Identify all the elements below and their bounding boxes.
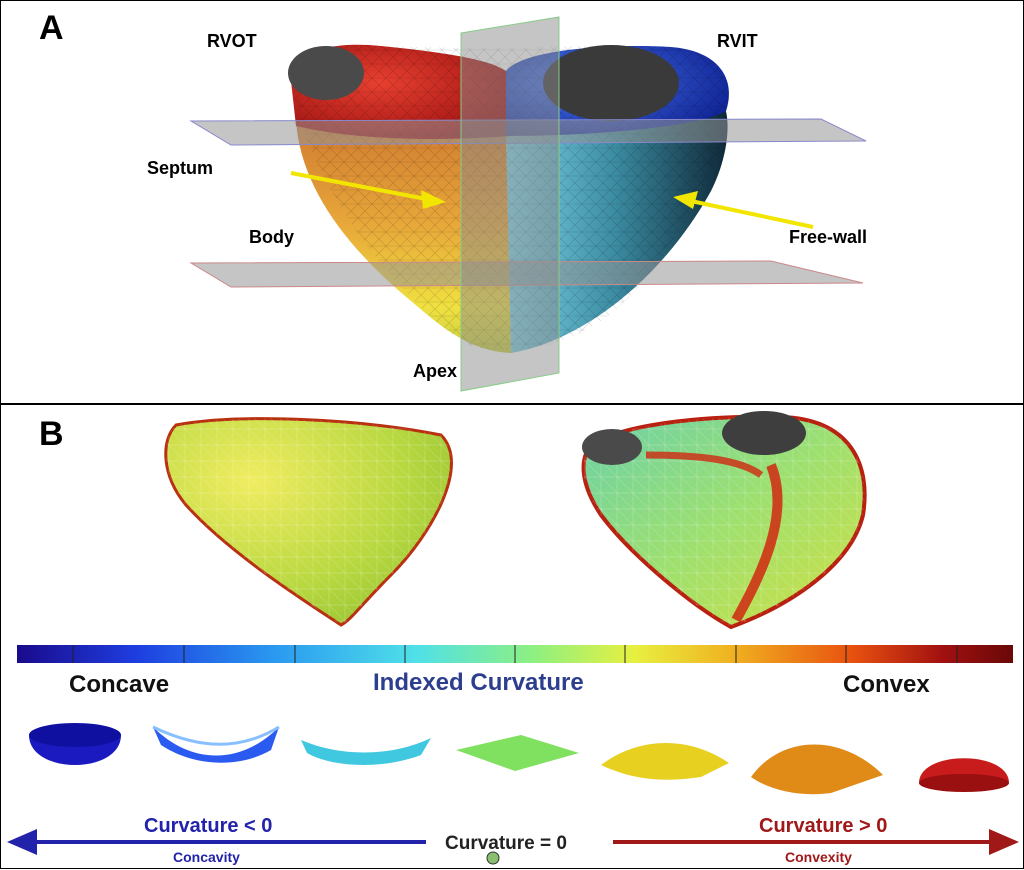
convexity-label: Convexity: [785, 849, 852, 865]
rvit-valve-cap: [543, 45, 679, 121]
colorbar-ticks: [72, 645, 958, 663]
septum-label: Septum: [147, 158, 214, 178]
septum-arrow: [290, 171, 446, 209]
heart-septal-view: [164, 417, 453, 627]
curvature-positive-label: Curvature > 0: [759, 815, 888, 837]
shape-dome: [919, 758, 1009, 792]
valve-cap-right: [722, 411, 806, 455]
negative-curvature-arrow: [7, 829, 426, 855]
apex-label: Apex: [413, 361, 458, 381]
concave-label: Concave: [69, 671, 170, 698]
rv-shape-diagram: [189, 16, 867, 392]
curvature-negative-label: Curvature < 0: [144, 815, 273, 837]
rvit-label: RVIT: [717, 31, 758, 51]
valve-cap-left: [582, 429, 642, 465]
shape-shallow-convex-surface: [601, 743, 729, 780]
shape-shallow-concave-surface: [301, 738, 431, 765]
panel-a-label: A: [39, 9, 64, 47]
rvot-label: RVOT: [207, 31, 257, 51]
heart-free-wall-view: [581, 411, 867, 630]
shape-concave-surface: [152, 725, 280, 763]
curvature-diagram: [7, 411, 1019, 865]
shape-convex-surface: [751, 744, 883, 795]
septal-plane: [460, 16, 560, 392]
free-wall-label: Free-wall: [789, 227, 868, 247]
body-label: Body: [249, 227, 294, 247]
free-wall-arrow: [673, 191, 814, 229]
indexed-curvature-label: Indexed Curvature: [373, 669, 584, 696]
convex-label: Convex: [843, 671, 930, 698]
panel-b-label: B: [39, 415, 64, 453]
shape-flat-plane: [456, 735, 579, 771]
panel-a: A: [0, 0, 1024, 404]
positive-curvature-arrow: [613, 829, 1019, 855]
panel-b: B: [0, 404, 1024, 869]
concavity-label: Concavity: [173, 849, 240, 865]
zero-marker: [486, 851, 500, 865]
rvot-valve-cap: [288, 46, 364, 100]
curvature-zero-label: Curvature = 0: [445, 833, 567, 854]
shape-bowl: [29, 723, 121, 765]
